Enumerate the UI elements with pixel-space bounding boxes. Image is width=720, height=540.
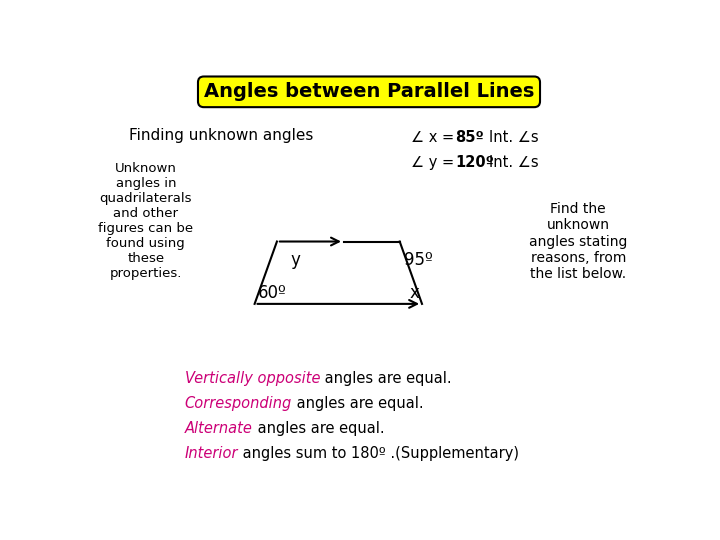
Text: Int. ∠s: Int. ∠s — [489, 155, 539, 170]
Text: 120º: 120º — [456, 155, 495, 170]
Text: ∠ y =: ∠ y = — [411, 155, 454, 170]
Text: Unknown
angles in
quadrilaterals
and other
figures can be
found using
these
prop: Unknown angles in quadrilaterals and oth… — [98, 161, 194, 280]
Text: angles are equal.: angles are equal. — [253, 421, 384, 436]
Text: Find the
unknown
angles stating
reasons, from
the list below.: Find the unknown angles stating reasons,… — [529, 202, 627, 281]
Text: Angles between Parallel Lines: Angles between Parallel Lines — [204, 82, 534, 102]
Text: ∠ x =: ∠ x = — [411, 130, 454, 145]
Text: Alternate: Alternate — [185, 421, 253, 436]
Text: x: x — [410, 285, 419, 302]
Text: angles are equal.: angles are equal. — [292, 396, 424, 411]
Text: angles are equal.: angles are equal. — [320, 371, 452, 386]
Text: Int. ∠s: Int. ∠s — [489, 130, 539, 145]
Text: 60º: 60º — [258, 285, 286, 302]
Text: Interior: Interior — [185, 446, 238, 461]
Text: 95º: 95º — [404, 251, 433, 269]
Text: y: y — [291, 251, 301, 269]
Text: Vertically opposite: Vertically opposite — [185, 371, 320, 386]
Text: Corresponding: Corresponding — [185, 396, 292, 411]
Text: Finding unknown angles: Finding unknown angles — [129, 128, 313, 143]
Text: angles sum to 180º .(Supplementary): angles sum to 180º .(Supplementary) — [238, 446, 519, 461]
Text: 85º: 85º — [456, 130, 485, 145]
